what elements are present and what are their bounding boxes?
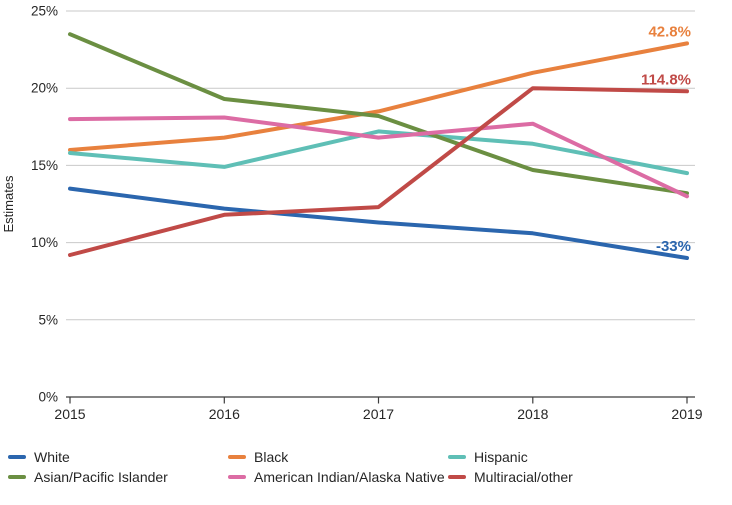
line-hispanic (68, 129, 689, 176)
legend-item-white: White (8, 449, 70, 465)
x-tick-label: 2019 (671, 406, 702, 422)
legend-swatch-multiracial-other (448, 474, 466, 480)
y-tick-label: 15% (31, 158, 58, 173)
y-tick-label: 10% (31, 235, 58, 250)
legend-label: Asian/Pacific Islander (34, 469, 168, 485)
x-tick-label: 2015 (54, 406, 85, 422)
legend-swatch-black (228, 454, 246, 460)
y-axis-title: Estimates (1, 175, 16, 233)
line-black (68, 41, 689, 152)
legend-item-american-indian-alaska-native: American Indian/Alaska Native (228, 469, 445, 485)
line-asian-pacific-islander (68, 32, 689, 196)
x-tick-label: 2017 (363, 406, 394, 422)
annotations: -33% 42.8% 114.8% (641, 23, 691, 255)
end-label-black: 42.8% (648, 23, 691, 40)
gridlines (66, 10, 695, 321)
legend-item-black: Black (228, 449, 288, 465)
y-tick-label: 25% (31, 4, 58, 19)
line-white (68, 186, 689, 260)
line-multiracial-other (68, 86, 689, 257)
legend-swatch-american-indian-alaska-native (228, 474, 246, 480)
series-lines (68, 32, 689, 260)
y-axis-labels: 0% 5% 10% 15% 20% 25% Estimates (1, 4, 58, 405)
legend-swatch-hispanic (448, 454, 466, 460)
end-label-multiracial-other: 114.8% (641, 71, 691, 88)
legend-swatch-asian-pacific-islander (8, 474, 26, 480)
legend-label: Multiracial/other (474, 469, 573, 485)
legend-item-hispanic: Hispanic (448, 449, 528, 465)
legend-item-asian-pacific-islander: Asian/Pacific Islander (8, 469, 168, 485)
x-tick-label: 2018 (517, 406, 548, 422)
y-tick-label: 5% (38, 312, 58, 327)
line-american-indian-alaska-native (68, 115, 689, 199)
y-tick-label: 0% (38, 390, 58, 405)
legend-label: White (34, 449, 70, 465)
end-label-white: -33% (656, 238, 691, 255)
legend-label: Black (254, 449, 289, 465)
legend-swatch-white (8, 454, 26, 460)
legend-label: American Indian/Alaska Native (254, 469, 445, 485)
legend-item-multiracial-other: Multiracial/other (448, 469, 573, 485)
x-tick-label: 2016 (209, 406, 240, 422)
legend-label: Hispanic (474, 449, 528, 465)
y-tick-label: 20% (31, 81, 58, 96)
x-axis: 2015 2016 2017 2018 2019 (54, 396, 703, 422)
